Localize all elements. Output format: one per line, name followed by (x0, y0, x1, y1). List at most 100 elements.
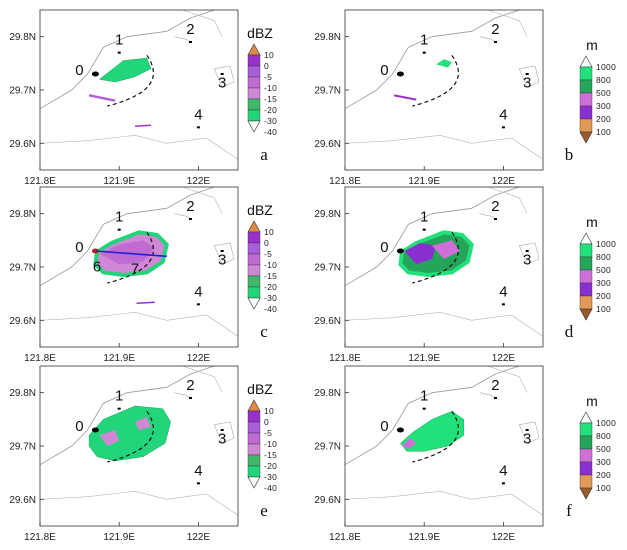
island-outline (518, 421, 540, 444)
colorbar-extend-bottom (247, 476, 261, 489)
colorbar-label: -15 (264, 94, 277, 104)
island-outline (213, 421, 235, 444)
colorbar-segment (579, 474, 593, 489)
lon-tick-label: 121.8E (329, 532, 361, 543)
site-label: 4 (499, 283, 507, 300)
site-label: 0 (380, 418, 388, 435)
map-content: 0 1 2 34 (345, 10, 543, 160)
colorbar-segment (579, 295, 593, 310)
colorbar-label: 300 (596, 101, 611, 111)
colorbar-segment (579, 79, 593, 94)
site-marker (188, 218, 192, 220)
colorbar-label: -15 (264, 271, 277, 281)
lon-tick-label: 121.9E (408, 532, 440, 543)
lon-tick-label: 122E (492, 353, 516, 364)
colorbar-label: 500 (596, 444, 611, 454)
site-label: 2 (186, 21, 194, 38)
site-label: 0 (75, 239, 83, 256)
radar-site-marker (91, 71, 99, 77)
coastline (40, 187, 215, 287)
colorbar-label: 200 (596, 291, 611, 301)
colorbar-segment (247, 465, 261, 478)
echo-core (99, 240, 155, 265)
lon-tick-label: 122E (492, 532, 516, 543)
site-marker (501, 482, 505, 485)
colorbar-segment (247, 76, 261, 89)
height-colorbar: m 1000 800 500 300 200 100 (579, 393, 616, 500)
colorbar-label: 800 (596, 431, 611, 441)
colorbar-label: -40 (264, 127, 277, 137)
map-frame (344, 9, 544, 171)
lat-tick-label: 29.8N (9, 209, 36, 220)
colorbar-extend-bottom (579, 487, 593, 500)
colorbar-label: 1000 (596, 418, 616, 428)
map-content: 0 1 2 34 (40, 366, 238, 516)
site-marker (493, 41, 497, 43)
panel-label: d (565, 322, 574, 341)
lon-tick-label: 121.8E (24, 532, 56, 543)
colorbar-label: -20 (264, 105, 277, 115)
island-outline (518, 65, 540, 88)
lon-tick-label: 121.9E (103, 176, 135, 187)
map-content: 0 1 2 34 (345, 366, 543, 516)
colorbar-label: 0 (264, 417, 269, 427)
dbz-colorbar: dBZ 100-5-10-15-20-30-40 (247, 25, 277, 137)
colorbar-label: -30 (264, 116, 277, 126)
colorbar-segment (247, 87, 261, 100)
colorbar-segment (579, 422, 593, 437)
coastline (345, 312, 543, 337)
height-colorbar: m 1000 800 500 300 200 100 (579, 214, 616, 321)
site-label: 3 (523, 251, 531, 268)
colorbar-label: -20 (264, 461, 277, 471)
map-panel-a: 0 1 2 34 29.8N 29.7N 29.6N 121.8E 121.9E 122E a (9, 9, 268, 187)
site-label: 3 (523, 430, 531, 447)
site-label: 2 (186, 198, 194, 215)
lat-tick-label: 29.6N (314, 139, 341, 150)
height-colorbar: m 1000 800 500 300 200 100 (579, 37, 616, 144)
colorbar-extend-top (247, 43, 261, 56)
colorbar-segment (579, 461, 593, 476)
colorbar-label: 200 (596, 470, 611, 480)
lat-tick-label: 29.8N (9, 388, 36, 399)
colorbar-segment (247, 253, 261, 266)
colorbar-title: dBZ (247, 25, 273, 41)
colorbar-extend-bottom (247, 297, 261, 310)
colorbar-label: 0 (264, 238, 269, 248)
coastline (182, 10, 223, 37)
site-label: 1 (420, 388, 428, 405)
lon-tick-label: 122E (187, 532, 211, 543)
colorbar-extend-top (579, 411, 593, 424)
coastline (40, 10, 215, 110)
colorbar-extend-bottom (247, 120, 261, 133)
site-marker (422, 228, 426, 231)
colorbar-segment (247, 443, 261, 456)
site-marker (117, 51, 121, 54)
lat-tick-label: 29.6N (9, 316, 36, 327)
colorbar-segment (579, 118, 593, 133)
site-label: 0 (380, 62, 388, 79)
coastline (345, 187, 520, 287)
coastline (345, 135, 543, 160)
site-marker (196, 126, 200, 129)
site-label: 3 (218, 430, 226, 447)
map-panel-c: 0 1 2 34 6 7 29.8N 29.7N 29.6N 121.8E 121.9E 122E c (9, 186, 268, 364)
lat-tick-label: 29.8N (314, 209, 341, 220)
echo-region (98, 57, 152, 83)
site-label: 4 (499, 106, 507, 123)
site-marker (196, 303, 200, 306)
lat-tick-label: 29.6N (314, 495, 341, 506)
site-label: 2 (491, 198, 499, 215)
colorbar-segment (247, 432, 261, 445)
site-marker (422, 407, 426, 410)
map-content: 0 1 2 34 6 7 (40, 187, 238, 337)
radar-site-marker (396, 427, 404, 433)
colorbar-segment (247, 65, 261, 78)
panel-label: f (566, 501, 572, 520)
lat-tick-label: 29.8N (314, 388, 341, 399)
map-panel-e: 0 1 2 34 29.8N 29.7N 29.6N 121.8E 121.9E 122E e (9, 365, 268, 543)
colorbar-segment (247, 109, 261, 122)
colorbar-label: -10 (264, 439, 277, 449)
site-label: 2 (491, 377, 499, 394)
colorbar-label: 800 (596, 75, 611, 85)
lat-tick-label: 29.7N (314, 263, 341, 274)
